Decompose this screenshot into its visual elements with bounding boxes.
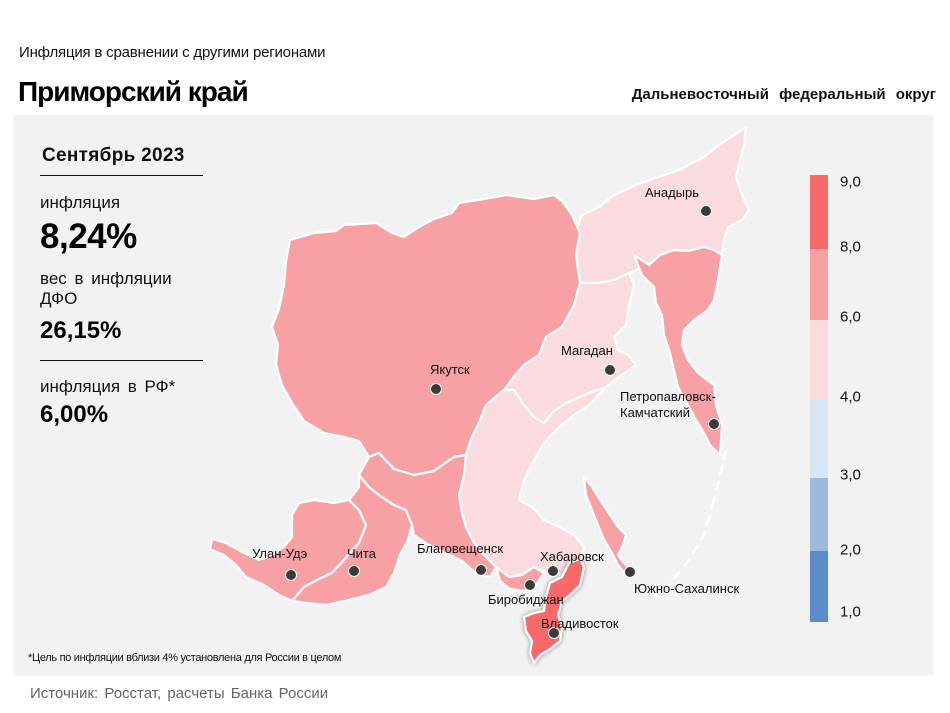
city-label: Благовещенск [417,541,503,556]
city-dot-icon [548,627,560,639]
city-label: Хабаровск [540,549,604,564]
kuril-islands-north [712,449,728,501]
city-label: Улан-Удэ [252,546,308,561]
legend-bin-4-6 [810,320,828,400]
legend-bin-6-8 [810,249,828,320]
legend-tick: 6,0 [840,308,861,326]
legend-bin-3-4 [810,400,828,478]
choropleth-map: Анадырь Якутск Магадан Петропавловск-Камчат… [208,125,751,666]
region-primorsky[interactable] [522,557,586,666]
legend-tick: 3,0 [840,466,861,484]
divider [40,360,203,361]
inflation-value: 8,24% [40,217,137,256]
weight-label: вес в инфляции ДФО [40,269,172,308]
city-markers: Анадырь Якутск Магадан Петропавловск-Камчат… [252,185,739,639]
legend-bin-2-3 [810,478,828,551]
city-label: Петропавловск- [620,389,716,404]
region-kamchatka[interactable] [632,245,724,457]
legend-tick: 9,0 [840,173,861,191]
city-dot-icon [708,418,720,430]
chart-subtitle: Инфляция в сравнении с другими регионами [19,44,326,61]
stats-panel: Сентябрь 2023 инфляция 8,24% вес в инфля… [40,145,205,429]
city-dot-icon [475,564,487,576]
city-label: Камчатский [620,405,690,420]
kuril-islands [653,499,716,599]
legend-tick: 1,0 [840,603,861,621]
rf-inflation-value: 6,00% [40,401,109,428]
divider [40,175,203,176]
city-label: Биробиджан [488,592,564,607]
legend-tick: 8,0 [840,238,861,256]
map-card: Анадырь Якутск Магадан Петропавловск- Камчат… [14,115,933,674]
legend-bin-8-9 [810,175,828,249]
city-dot-icon [547,565,559,577]
period-label: Сентябрь 2023 [42,145,185,166]
city-dot-icon [700,205,712,217]
district-label: Дальневосточный федеральный округ [631,86,936,103]
region-amur[interactable] [357,451,498,579]
weight-value: 26,15% [40,317,122,344]
city-dot-icon [430,383,442,395]
city-dot-icon [285,569,297,581]
city-label: Якутск [430,362,470,377]
city-dot-icon [604,364,616,376]
city-label: Чита [347,546,377,561]
footnote: *Цель по инфляции вблизи 4% установлена … [28,652,342,664]
city-label: Анадырь [645,185,699,200]
inflation-label: инфляция [40,193,121,212]
city-label: Магадан [561,343,613,358]
source-note: Источник: Росстат, расчеты Банка России [30,685,329,702]
city-label: Южно-Сахалинск [634,581,739,596]
city-dot-icon [348,565,360,577]
rf-inflation-label: инфляция в РФ* [40,377,176,396]
legend-tick: 2,0 [840,541,861,559]
city-dot-icon [624,566,636,578]
city-dot-icon [524,579,536,591]
legend-bin-1-2 [810,551,828,622]
page-title: Приморский край [18,76,249,107]
city-label: Владивосток [541,616,619,631]
legend-tick: 4,0 [840,388,861,406]
